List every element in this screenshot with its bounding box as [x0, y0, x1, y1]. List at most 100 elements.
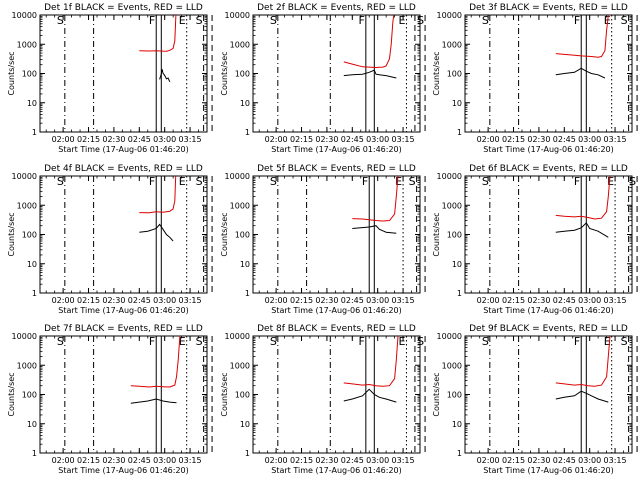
x-tick-label: 02:30	[315, 456, 338, 465]
x-tick-label: 02:00	[265, 296, 288, 305]
event-marker-label: F	[362, 175, 368, 188]
event-marker-label: S	[417, 14, 424, 27]
panel-7: Det 7f BLACK = Events, RED = LLD 1 10 100 10…	[7, 324, 213, 475]
lld-line	[139, 175, 177, 214]
x-tick-label: 03:00	[366, 135, 389, 144]
x-axis-title: Start Time (17-Aug-06 01:46:20)	[271, 306, 402, 315]
event-marker-label: E	[395, 175, 402, 188]
lld-line	[130, 335, 181, 388]
lld-line	[555, 335, 611, 387]
x-tick-label: 02:45	[341, 296, 364, 305]
y-tick-label: 100	[235, 391, 250, 400]
x-tick-label: 02:00	[52, 296, 75, 305]
event-marker-label: E	[607, 175, 614, 188]
event-marker-label: F	[149, 175, 155, 188]
event-marker-label: E	[179, 14, 186, 27]
event-marker-label: F	[574, 175, 580, 188]
y-tick-label: 100	[447, 231, 462, 240]
panel-title: Det 8f BLACK = Events, RED = LLD	[257, 324, 416, 334]
lld-line	[139, 14, 177, 52]
x-tick-label: 02:30	[102, 296, 125, 305]
x-tick-label: 03:15	[179, 296, 202, 305]
panel-title: Det 4f BLACK = Events, RED = LLD	[44, 164, 203, 174]
event-marker-label: S	[196, 14, 203, 27]
x-tick-label: 02:45	[128, 456, 151, 465]
panel-title: Det 7f BLACK = Events, RED = LLD	[44, 324, 203, 334]
x-tick-label: 03:15	[179, 456, 202, 465]
x-tick-label: 02:30	[315, 135, 338, 144]
y-tick-label: 10000	[437, 172, 462, 181]
x-tick-label: 02:30	[315, 296, 338, 305]
event-marker-label: S	[409, 175, 416, 188]
events-line	[159, 69, 171, 83]
x-tick-label: 02:30	[527, 135, 550, 144]
panel-5: Det 5f BLACK = Events, RED = LLD 1 10 100 10…	[220, 164, 426, 315]
panel-title: Det 9f BLACK = Events, RED = LLD	[469, 324, 628, 334]
x-tick-label: 02:00	[52, 135, 75, 144]
event-marker-label: S	[57, 14, 64, 27]
y-tick-label: 10	[452, 260, 462, 269]
y-axis-title: Counts/sec	[432, 372, 441, 416]
x-tick-label: 02:15	[290, 135, 313, 144]
event-marker-label: S	[482, 335, 489, 348]
event-marker-label: S	[57, 175, 64, 188]
x-tick-label: 02:45	[128, 135, 151, 144]
x-tick-label: 02:00	[477, 456, 500, 465]
y-tick-label: 10000	[437, 332, 462, 341]
y-tick-label: 10	[27, 260, 37, 269]
events-line	[352, 225, 397, 234]
x-tick-label: 03:15	[604, 135, 627, 144]
x-tick-label: 02:15	[77, 456, 100, 465]
y-tick-label: 10000	[225, 11, 250, 20]
y-tick-label: 10	[452, 99, 462, 108]
y-tick-label: 1000	[230, 201, 250, 210]
x-axis-title: Start Time (17-Aug-06 01:46:20)	[271, 145, 402, 154]
y-tick-label: 100	[447, 70, 462, 79]
y-tick-label: 100	[235, 70, 250, 79]
events-line	[555, 67, 606, 79]
y-axis-title: Counts/sec	[432, 212, 441, 256]
events-line	[555, 390, 609, 403]
x-tick-label: 02:45	[553, 135, 576, 144]
event-marker-label: S	[270, 175, 277, 188]
y-tick-label: 1000	[17, 201, 37, 210]
panel-title: Det 6f BLACK = Events, RED = LLD	[469, 164, 628, 174]
y-axis-title: Counts/sec	[220, 212, 229, 256]
x-tick-label: 02:15	[77, 296, 100, 305]
panel-title: Det 2f BLACK = Events, RED = LLD	[257, 3, 416, 13]
x-tick-label: 02:00	[52, 456, 75, 465]
event-marker-label: S	[57, 335, 64, 348]
x-tick-label: 02:00	[265, 456, 288, 465]
y-tick-label: 10000	[12, 172, 37, 181]
x-tick-label: 03:15	[392, 135, 415, 144]
x-tick-label: 02:00	[265, 135, 288, 144]
x-tick-label: 03:15	[179, 135, 202, 144]
lld-line	[343, 14, 395, 69]
event-marker-label: S	[417, 335, 424, 348]
y-tick-label: 100	[22, 391, 37, 400]
x-tick-label: 02:00	[477, 296, 500, 305]
event-marker-label: F	[149, 335, 155, 348]
x-tick-label: 02:30	[102, 456, 125, 465]
panel-2: Det 2f BLACK = Events, RED = LLD 1 10 100 10…	[220, 3, 426, 154]
x-tick-label: 03:00	[153, 456, 176, 465]
y-tick-label: 10	[240, 420, 250, 429]
y-tick-label: 1000	[442, 201, 462, 210]
x-tick-label: 02:45	[341, 456, 364, 465]
x-tick-label: 03:15	[392, 296, 415, 305]
x-tick-label: 03:00	[366, 456, 389, 465]
x-tick-label: 02:15	[502, 296, 525, 305]
y-tick-label: 1000	[230, 361, 250, 370]
y-axis-title: Counts/sec	[7, 212, 16, 256]
y-tick-label: 1000	[230, 40, 250, 49]
x-tick-label: 02:15	[502, 456, 525, 465]
y-tick-label: 1	[32, 449, 37, 458]
x-tick-label: 03:00	[578, 296, 601, 305]
x-tick-label: 03:00	[153, 135, 176, 144]
y-tick-label: 1	[32, 289, 37, 298]
panel-9: Det 9f BLACK = Events, RED = LLD 1 10 100 10…	[432, 324, 638, 475]
y-tick-label: 1	[32, 128, 37, 137]
x-axis-title: Start Time (17-Aug-06 01:46:20)	[58, 306, 189, 315]
y-tick-label: 100	[22, 231, 37, 240]
y-axis-title: Counts/sec	[432, 51, 441, 95]
